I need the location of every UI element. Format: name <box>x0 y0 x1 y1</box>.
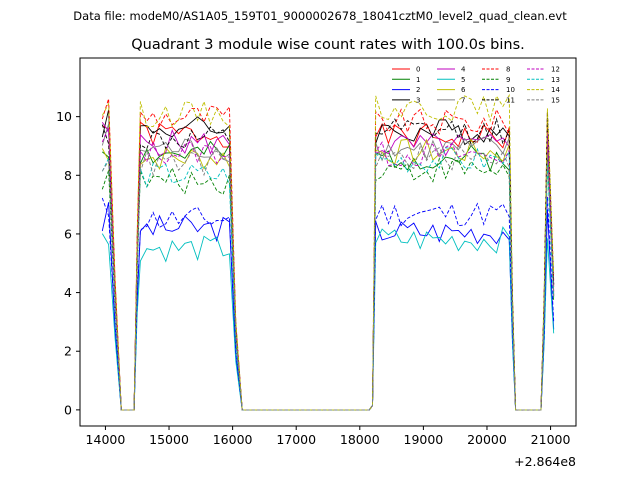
series-line-9 <box>101 155 555 411</box>
legend-label-1: 1 <box>416 76 420 84</box>
series-line-14 <box>101 93 555 411</box>
legend-label-3: 3 <box>416 96 420 104</box>
series-line-4 <box>101 122 555 411</box>
series-line-12 <box>101 127 555 411</box>
legend-label-13: 13 <box>551 76 560 84</box>
x-tick-label: 14000 <box>86 432 126 447</box>
x-tick-label: 20000 <box>467 432 507 447</box>
legend-label-2: 2 <box>416 86 420 94</box>
y-tick-label: 8 <box>64 168 72 183</box>
series-line-8 <box>101 98 555 411</box>
y-tick-label: 2 <box>64 344 72 359</box>
x-tick-label: 16000 <box>213 432 253 447</box>
legend-label-0: 0 <box>416 66 420 74</box>
legend-label-6: 6 <box>461 86 466 94</box>
legend-label-14: 14 <box>551 86 560 94</box>
legend-label-7: 7 <box>461 96 465 104</box>
series-line-7 <box>101 123 555 411</box>
x-tick-label: 19000 <box>404 432 444 447</box>
legend-label-10: 10 <box>506 86 515 94</box>
series-line-13 <box>101 147 555 411</box>
legend-label-5: 5 <box>461 76 465 84</box>
x-offset-label: +2.864e8 <box>514 454 576 469</box>
series-line-6 <box>101 137 555 411</box>
legend-label-4: 4 <box>461 66 466 74</box>
series-line-5 <box>101 226 555 411</box>
legend-label-9: 9 <box>506 76 510 84</box>
x-tick-label: 18000 <box>340 432 380 447</box>
legend-label-8: 8 <box>506 66 510 74</box>
data-file-subtitle: Data file: modeM0/AS1A05_159T01_90000026… <box>73 9 567 23</box>
chart-title: Quadrant 3 module wise count rates with … <box>131 37 525 53</box>
legend-label-11: 11 <box>506 96 515 104</box>
x-tick-label: 15000 <box>149 432 189 447</box>
series-line-1 <box>102 139 555 411</box>
ticks-layer: 14000 15000 16000 17000 18000 19000 20000 21000… <box>56 109 570 447</box>
axes-frame <box>79 57 577 427</box>
legend-label-12: 12 <box>551 66 560 74</box>
series-line-10 <box>101 196 555 411</box>
y-tick-label: 0 <box>64 402 72 417</box>
series-line-0 <box>102 121 555 411</box>
y-tick-label: 4 <box>64 285 72 300</box>
series-line-3 <box>101 109 555 411</box>
legend-label-15: 15 <box>551 96 560 104</box>
series-line-15 <box>101 143 555 411</box>
y-tick-label: 6 <box>64 226 72 241</box>
x-tick-label: 21000 <box>531 432 571 447</box>
series-layer <box>101 93 555 411</box>
x-tick-label: 17000 <box>276 432 316 447</box>
y-tick-label: 10 <box>56 109 72 124</box>
series-line-2 <box>101 202 555 411</box>
